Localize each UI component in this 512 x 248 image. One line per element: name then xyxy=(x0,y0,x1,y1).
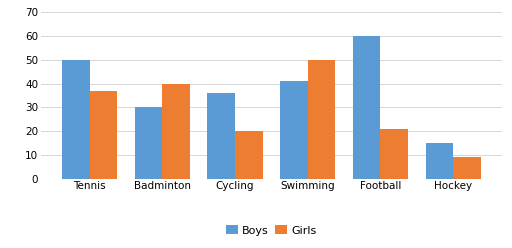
Bar xyxy=(135,107,162,179)
Bar xyxy=(453,157,481,179)
Bar xyxy=(280,81,308,179)
Bar xyxy=(162,84,190,179)
Bar xyxy=(353,36,380,179)
Legend: Boys, Girls: Boys, Girls xyxy=(222,221,321,240)
Bar xyxy=(380,129,408,179)
Bar xyxy=(308,60,335,179)
Bar xyxy=(235,131,263,179)
Bar xyxy=(207,93,235,179)
Bar xyxy=(425,143,453,179)
Bar xyxy=(90,91,117,179)
Bar xyxy=(62,60,90,179)
